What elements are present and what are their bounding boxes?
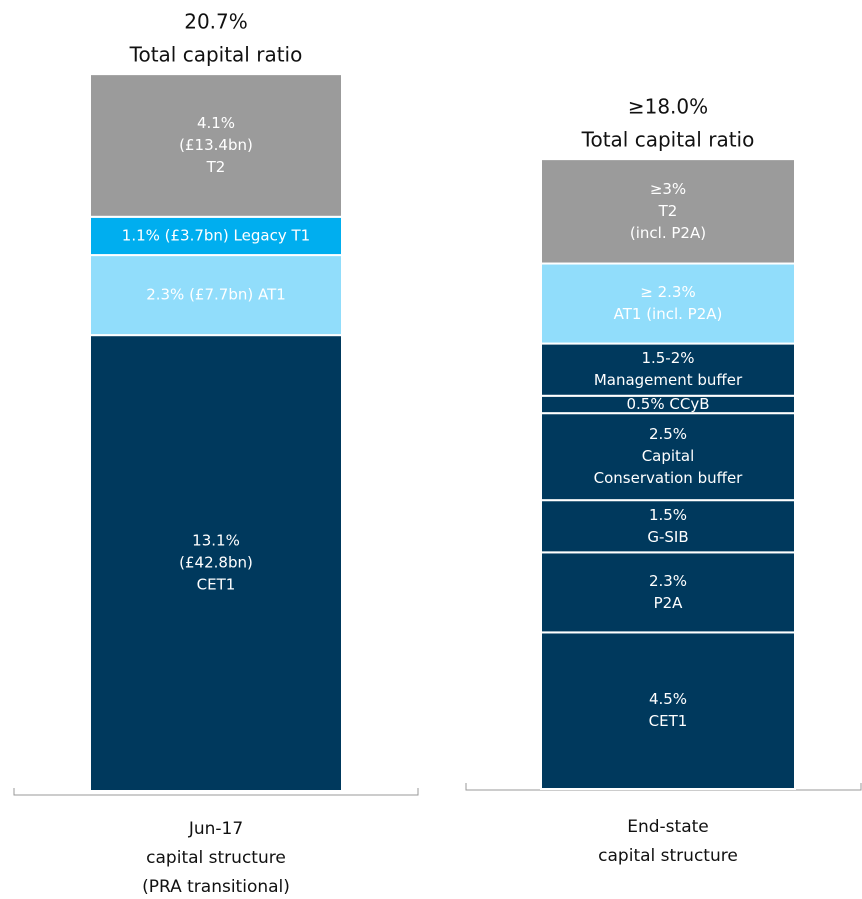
segment-label: 2.5%: [649, 425, 687, 443]
x-tick-label: capital structure: [146, 848, 286, 868]
bar-segment: [540, 342, 796, 397]
segment-label: P2A: [654, 594, 684, 612]
segment-label: 4.5%: [649, 690, 687, 708]
segment-label: (incl. P2A): [630, 224, 706, 242]
segment-label: (£13.4bn): [179, 136, 253, 154]
bar-segment: [89, 73, 343, 218]
x-tick-label: End-state: [627, 817, 709, 837]
segment-label: CET1: [197, 576, 236, 594]
x-tick-label: Jun-17: [188, 819, 243, 839]
segment-label: Management buffer: [594, 371, 743, 389]
bar-segment: [540, 158, 796, 265]
bar-segment: [540, 262, 796, 345]
segment-label: Conservation buffer: [594, 469, 744, 487]
segment-label: ≥3%: [650, 180, 686, 198]
bar-segment: [540, 412, 796, 502]
segment-label: Capital: [642, 447, 695, 465]
x-tick-label: capital structure: [598, 846, 738, 866]
total-label: ≥18.0%: [628, 95, 708, 119]
total-label: Total capital ratio: [129, 43, 303, 67]
bar-segment: [89, 334, 343, 792]
segment-label: 4.1%: [197, 114, 235, 132]
segment-label: 1.5-2%: [641, 349, 694, 367]
segment-label: G-SIB: [647, 528, 688, 546]
segment-label: T2: [658, 202, 678, 220]
segment-label: 1.1% (£3.7bn) Legacy T1: [122, 226, 310, 244]
total-label: 20.7%: [184, 10, 248, 34]
segment-label: 13.1%: [192, 532, 240, 550]
segment-label: 2.3% (£7.7bn) AT1: [146, 286, 286, 304]
x-tick-label: (PRA transitional): [142, 877, 290, 897]
segment-label: AT1 (incl. P2A): [614, 305, 723, 323]
segment-label: 0.5% CCyB: [627, 395, 710, 413]
total-label: Total capital ratio: [581, 128, 755, 152]
segment-label: 1.5%: [649, 506, 687, 524]
segment-label: ≥ 2.3%: [640, 283, 695, 301]
bar-segment: [540, 631, 796, 791]
bar-segment: [540, 499, 796, 554]
axis-line: [13, 788, 419, 796]
bar-segment: [540, 551, 796, 634]
bar-segment: [89, 215, 343, 257]
segment-label: T2: [206, 158, 226, 176]
segment-label: (£42.8bn): [179, 554, 253, 572]
segment-label: 2.3%: [649, 572, 687, 590]
segment-label: CET1: [649, 712, 688, 730]
